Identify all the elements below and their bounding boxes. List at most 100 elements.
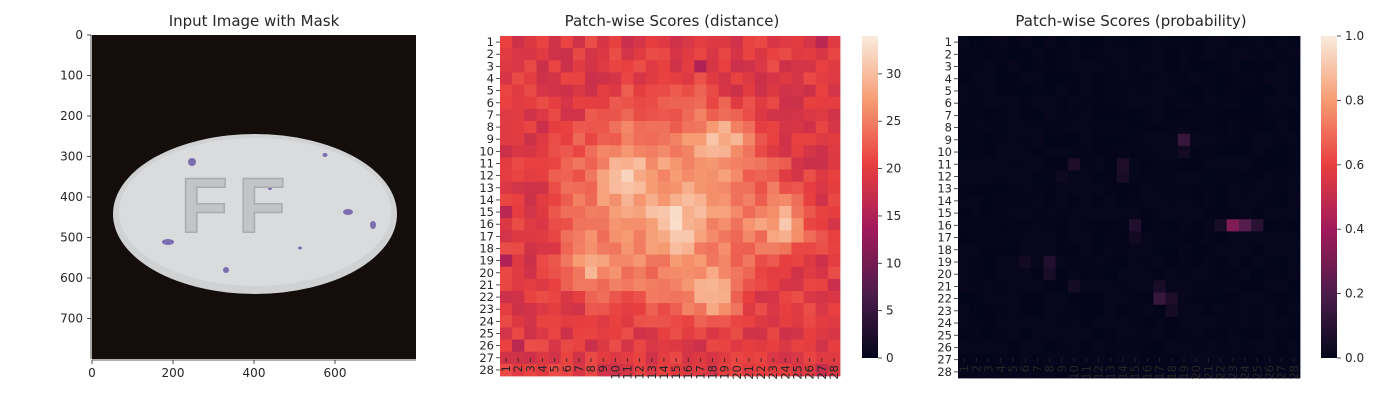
heatmap-cell (548, 291, 562, 304)
heatmap-cell (1080, 194, 1093, 208)
heatmap-cell (1214, 48, 1228, 61)
col-tick-label: 26 (1262, 365, 1276, 380)
heatmap-cell (1238, 268, 1252, 281)
heatmap-cell (585, 327, 598, 340)
row-tick-label: 1 (945, 35, 952, 49)
heatmap-cell (1104, 329, 1118, 342)
heatmap-cell (1287, 219, 1301, 232)
heatmap-cell (1043, 182, 1057, 196)
heatmap-cell (1129, 365, 1142, 379)
heatmap-cell (779, 157, 792, 170)
heatmap-cell (803, 351, 817, 365)
heatmap-cell (682, 169, 695, 183)
heatmap-cell (1116, 170, 1130, 183)
row-tick-label: 10 (937, 145, 952, 159)
heatmap-cell (958, 121, 971, 135)
heatmap-cell (742, 121, 756, 134)
heatmap-cell (1104, 341, 1118, 354)
heatmap-cell (1067, 341, 1081, 354)
heatmap-cell (718, 363, 732, 377)
heatmap-cell (536, 206, 549, 219)
heatmap-cell (815, 72, 829, 85)
heatmap-cell (548, 181, 562, 195)
heatmap-cell (1067, 207, 1081, 220)
heatmap-cell (1019, 60, 1032, 74)
heatmap-cell (1043, 304, 1057, 318)
row-tick-label: 10 (479, 144, 494, 158)
heatmap-cell (742, 351, 756, 365)
heatmap-cell (958, 243, 971, 257)
heatmap-cell (1067, 194, 1081, 208)
heatmap-cell (791, 363, 804, 377)
col-tick-label: 14 (657, 365, 671, 380)
heatmap-cell (560, 169, 574, 183)
col-tick-label: 15 (1128, 365, 1142, 380)
heatmap-cell (1116, 292, 1130, 306)
heatmap-cell (1287, 97, 1301, 110)
heatmap-cell (633, 303, 647, 316)
heatmap-cell (1080, 243, 1093, 257)
heatmap-cell (597, 339, 610, 353)
heatmap-cell (1067, 182, 1081, 196)
heatmap-cell (500, 351, 513, 365)
heatmap-cell (1165, 97, 1179, 110)
heatmap-cell (1141, 158, 1154, 171)
heatmap-cell (1092, 365, 1105, 379)
col-tick-label: 24 (1238, 365, 1252, 380)
heatmap-cell (512, 206, 525, 219)
heatmap-cell (1067, 72, 1081, 86)
heatmap-cell (512, 291, 525, 304)
heatmap-cell (1153, 84, 1167, 98)
heatmap-cell (1006, 292, 1020, 306)
heatmap-cell (1226, 170, 1240, 183)
input-image-title: Input Image with Mask (169, 12, 340, 30)
heatmap-cell (1043, 243, 1057, 257)
heatmap-cell (767, 363, 780, 377)
heatmap-cell (682, 157, 695, 170)
heatmap-cell (1165, 36, 1179, 49)
heatmap-cell (1287, 316, 1301, 330)
heatmap-cell (1287, 255, 1301, 269)
heatmap-cell (1287, 145, 1301, 159)
heatmap-cell (982, 292, 996, 306)
heatmap-cell (1031, 72, 1044, 86)
row-tick-label: 26 (479, 339, 494, 353)
row-tick-label: 16 (479, 217, 494, 231)
heatmap-cell (803, 315, 817, 328)
heatmap-cell (1214, 292, 1228, 306)
x-tick-label: 600 (324, 366, 347, 380)
heatmap-cell (694, 169, 707, 183)
heatmap-cell (730, 254, 744, 268)
heatmap-cell (1177, 329, 1191, 342)
heatmap-cell (730, 48, 744, 61)
heatmap-cell (572, 108, 586, 122)
heatmap-cell (755, 72, 768, 85)
heatmap-cell (512, 254, 525, 268)
heatmap-cell (1190, 280, 1203, 293)
heatmap-cell (827, 48, 841, 61)
heatmap-cell (657, 121, 671, 134)
heatmap-cell (1226, 36, 1240, 49)
heatmap-cell (958, 36, 971, 49)
heatmap-cell (718, 278, 732, 292)
row-tick-label: 20 (479, 266, 494, 280)
heatmap-cell (994, 48, 1008, 61)
heatmap-cell (718, 36, 732, 49)
heatmap-cell (730, 303, 744, 316)
row-tick-label: 8 (487, 120, 494, 134)
heatmap-cell (730, 36, 744, 49)
heatmap-cell (536, 363, 549, 377)
heatmap-cell (548, 218, 562, 231)
heatmap-cell (994, 158, 1008, 171)
heatmap-cell (1141, 219, 1154, 232)
heatmap-cell (1202, 292, 1215, 306)
heatmap-cell (1055, 97, 1069, 110)
heatmap-cell (645, 206, 659, 219)
heatmap-cell (682, 108, 695, 122)
heatmap-cell (1226, 48, 1240, 61)
heatmap-cell (767, 206, 780, 219)
distance-heatmap-title: Patch-wise Scores (distance) (565, 12, 780, 30)
heatmap-cell (1019, 158, 1032, 171)
heatmap-cell (791, 303, 804, 316)
